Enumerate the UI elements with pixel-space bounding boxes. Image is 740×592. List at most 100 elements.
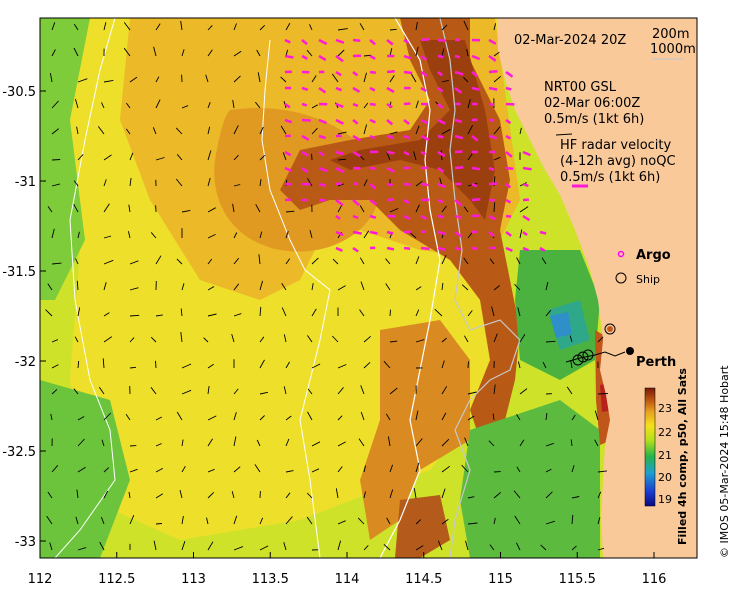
ship-label: Ship [636, 273, 660, 286]
nrt-arrow [77, 547, 87, 551]
nrt-arrow [51, 228, 55, 239]
nrt-arrow [516, 257, 521, 265]
hf-arrow [386, 86, 395, 94]
nrt-arrow [233, 257, 240, 265]
nrt-velocity-arrows [45, 20, 608, 551]
hf-arrow [284, 166, 293, 173]
nrt-arrow [545, 491, 553, 499]
hf-arrow [488, 166, 495, 172]
nrt-arrow [463, 20, 469, 31]
nrt-arrow [358, 438, 365, 447]
hf-arrow [352, 71, 359, 77]
hf-arrow [505, 198, 512, 204]
nrt-arrow [181, 515, 184, 525]
date-title: 02-Mar-2024 20Z [514, 33, 626, 48]
nrt-arrow [207, 25, 213, 31]
nrt-arrow [128, 204, 131, 213]
hf-arrow [301, 166, 309, 174]
hf-arrow [386, 230, 394, 235]
nrt-arrow [415, 180, 423, 187]
leeuwin-current-inner [330, 40, 495, 220]
nrt-arrow [493, 51, 500, 57]
nrt-arrow [467, 310, 473, 317]
nrt-arrow [415, 309, 420, 317]
nrt-arrow [285, 415, 292, 421]
nrt-arrow [389, 464, 394, 473]
nrt-arrow [517, 361, 521, 369]
nrt-arrow [123, 47, 131, 57]
hf-arrow [369, 134, 376, 140]
nrt-arrow [415, 286, 422, 291]
nrt-arrow [233, 466, 241, 473]
nrt-arrow [467, 232, 473, 239]
nrt-arrow [155, 99, 161, 109]
hf-arrow [284, 102, 291, 109]
nrt-arrow [233, 75, 241, 83]
nrt-arrow [283, 542, 287, 551]
nrt-arrow [256, 439, 261, 447]
x-tick-label: 114 [335, 572, 360, 587]
hf-arrow [284, 38, 291, 44]
hf-arrow [386, 102, 393, 109]
nrt-arrow [411, 73, 417, 83]
nrt-arrow [337, 28, 348, 31]
nrt-arrow [103, 259, 114, 265]
nrt-arrow [150, 387, 157, 395]
hf-arrow [522, 150, 531, 157]
nrt-arrow [152, 127, 157, 135]
nrt-arrow [570, 360, 573, 369]
nrt-arrow [73, 23, 79, 31]
hf-arrow [318, 182, 326, 187]
perth-label: Perth [636, 355, 676, 370]
nrt-arrow [441, 282, 444, 291]
nrt-arrow [337, 364, 347, 369]
nrt-arrow [51, 100, 59, 109]
nrt-arrow [150, 336, 157, 343]
nrt-arrow [337, 49, 345, 57]
nrt-arrow [207, 49, 213, 57]
nrt-arrow [337, 441, 346, 447]
hf-arrow [505, 230, 512, 237]
nrt-arrow [307, 388, 313, 395]
nrt-arrow [155, 416, 163, 421]
nrt-arrow [363, 545, 369, 551]
nrt-arrow [233, 546, 244, 551]
nrt-arrow [337, 285, 346, 291]
cool-west [40, 18, 90, 300]
nrt-arrow [337, 204, 343, 213]
nrt-arrow [74, 336, 79, 343]
hf-arrow [403, 134, 410, 140]
hf-arrow [437, 54, 444, 59]
hf-arrow [454, 246, 461, 251]
nrt-arrow [307, 411, 313, 421]
isobath-1000m [379, 18, 441, 558]
hf-arrow [335, 54, 344, 63]
nrt-arrow [493, 285, 500, 291]
nrt-arrow [415, 100, 419, 109]
nrt-arrow [175, 127, 183, 135]
hf-arrow [437, 166, 445, 173]
nrt-arrow [545, 281, 549, 291]
ship-track [565, 351, 626, 363]
nrt-arrow [441, 205, 447, 213]
nrt-arrow [389, 75, 395, 83]
nrt-arrow [542, 361, 547, 369]
nrt-arrow [467, 99, 471, 109]
nrt-arrow [180, 308, 183, 317]
nrt-arrow [129, 260, 139, 265]
nrt-arrow [45, 309, 53, 317]
nrt-arrow [176, 258, 183, 265]
nrt-arrow [517, 307, 521, 317]
nrt-arrow [441, 337, 447, 343]
hf-arrow [437, 182, 446, 189]
nrt-arrow [126, 102, 131, 109]
hf-arrow [301, 118, 311, 122]
nrt-arrow [363, 335, 371, 343]
nrt-arrow [47, 491, 53, 499]
hf-arrow [505, 70, 514, 78]
hf-line-3: 0.5m/s (1kt 6h) [560, 170, 660, 185]
nrt-arrow [259, 179, 262, 187]
hf-arrow [301, 134, 310, 141]
nrt-arrow [155, 23, 161, 31]
nrt-arrow [493, 23, 497, 31]
